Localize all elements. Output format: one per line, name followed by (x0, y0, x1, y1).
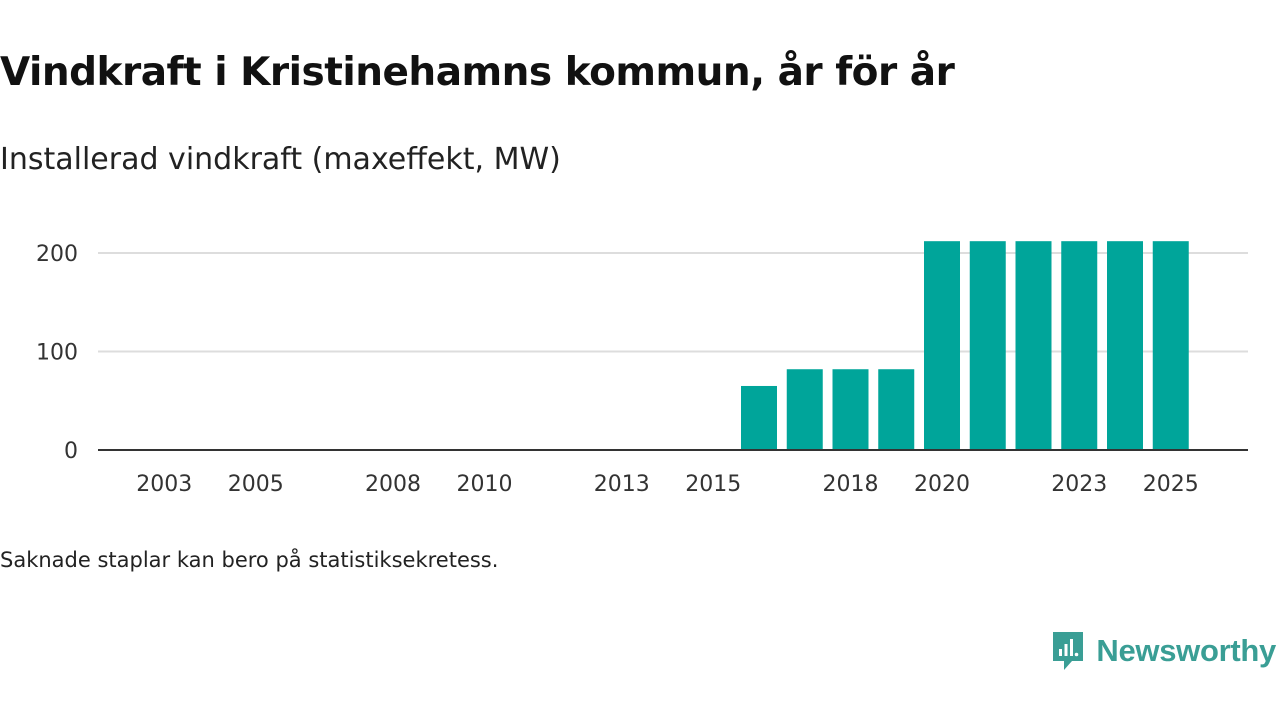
footnote: Saknade staplar kan bero på statistiksek… (0, 548, 499, 572)
x-tick-label: 2018 (823, 472, 879, 497)
x-tick-label: 2013 (594, 472, 650, 497)
bar-2022 (1015, 241, 1052, 450)
y-tick-label: 0 (64, 439, 78, 464)
bar-chart: 0 100 200 2003 2005 2008 2010 2013 2015 2018 2020… (36, 241, 1248, 497)
bar-2018 (832, 369, 869, 450)
bar-2023 (1061, 241, 1098, 450)
x-tick-label: 2023 (1051, 472, 1107, 497)
bars (741, 241, 1189, 450)
y-tick-label: 100 (36, 341, 78, 366)
x-tick-label: 2003 (136, 472, 192, 497)
bar-2019 (878, 369, 915, 450)
y-tick-labels: 0 100 200 (36, 242, 78, 464)
x-tick-label: 2010 (457, 472, 513, 497)
bar-2017 (786, 369, 823, 450)
bar-2016 (741, 385, 777, 450)
bar-2021 (969, 241, 1006, 450)
grid-lines (98, 252, 1248, 353)
x-tick-label: 2025 (1143, 472, 1199, 497)
x-tick-label: 2020 (914, 472, 970, 497)
x-tick-label: 2008 (365, 472, 421, 497)
bar-2024 (1107, 241, 1143, 450)
chart-title: Vindkraft i Kristinehamns kommun, år för… (0, 50, 955, 95)
x-tick-label: 2005 (228, 472, 284, 497)
newsworthy-logo-icon (1053, 632, 1084, 670)
x-tick-label: 2015 (685, 472, 741, 497)
y-tick-label: 200 (36, 242, 78, 267)
bar-2025 (1152, 241, 1189, 450)
chart-subtitle: Installerad vindkraft (maxeffekt, MW) (0, 142, 561, 177)
x-tick-labels: 2003 2005 2008 2010 2013 2015 2018 2020 2023 2025 (136, 472, 1199, 497)
brand-name: Newsworthy (1096, 633, 1276, 668)
brand-logo: Newsworthy (1050, 628, 1276, 674)
bar-2020 (924, 241, 960, 450)
